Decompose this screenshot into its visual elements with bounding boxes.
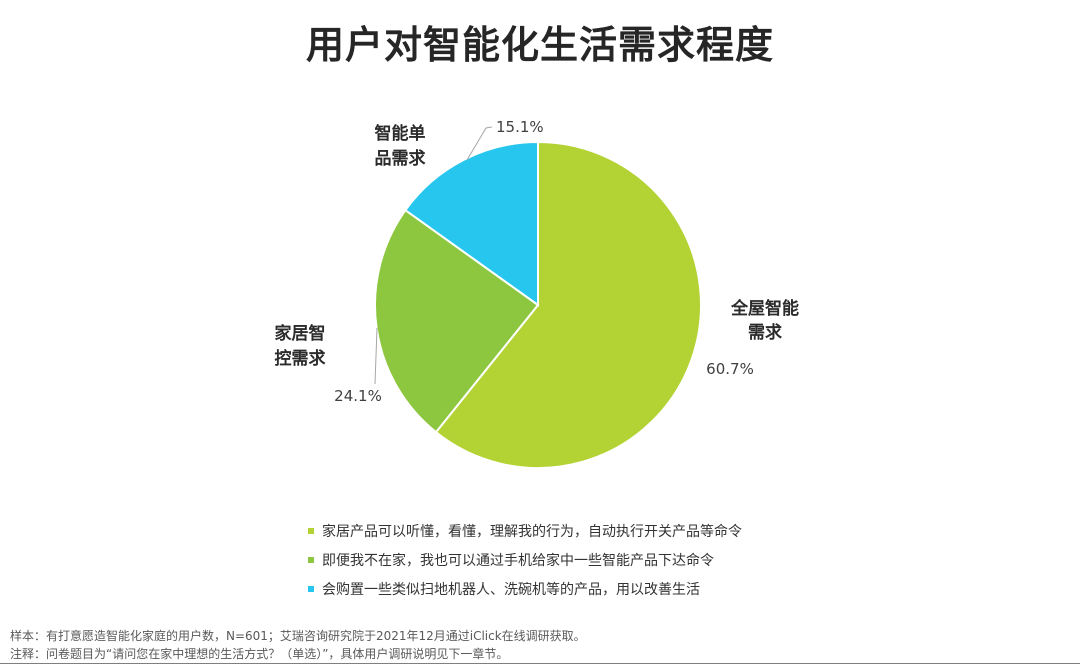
slice-label: 全屋智能 bbox=[730, 298, 799, 319]
legend-item: 会购置一些类似扫地机器人、洗碗机等的产品，用以改善生活 bbox=[308, 574, 742, 603]
pie-slice bbox=[374, 208, 540, 434]
legend-swatch-full-home bbox=[308, 527, 314, 534]
legend-label: 家居产品可以听懂，看懂，理解我的行为，自动执行开关产品等命令 bbox=[322, 523, 742, 540]
slice-label: 智能单 bbox=[375, 123, 426, 144]
slice-label: 品需求 bbox=[375, 148, 426, 169]
legend-item: 即便我不在家，我也可以通过手机给家中一些智能产品下达命令 bbox=[308, 545, 742, 574]
chart-title: 用户对智能化生活需求程度 bbox=[305, 23, 774, 67]
slice-value-label: 60.7% bbox=[706, 360, 754, 378]
legend-swatch-home-control bbox=[308, 556, 314, 563]
legend-label: 会购置一些类似扫地机器人、洗碗机等的产品，用以改善生活 bbox=[322, 581, 700, 598]
legend-label: 即便我不在家，我也可以通过手机给家中一些智能产品下达命令 bbox=[322, 552, 714, 569]
slice-value-label: 24.1% bbox=[334, 387, 382, 405]
pie-slice bbox=[434, 140, 702, 469]
slice-label: 家居智 bbox=[275, 323, 326, 344]
legend: 家居产品可以听懂，看懂，理解我的行为，自动执行开关产品等命令 即便我不在家，我也… bbox=[308, 516, 742, 603]
legend-item: 家居产品可以听懂，看懂，理解我的行为，自动执行开关产品等命令 bbox=[308, 516, 742, 545]
note-footnote: 注释：问卷题目为“请问您在家中理想的生活方式？（单选）”，具体用户调研说明见下一… bbox=[10, 647, 509, 661]
leader-line bbox=[466, 126, 493, 161]
footer-divider bbox=[0, 663, 1080, 664]
sample-footnote: 样本：有打意愿造智能化家庭的用户数，N=601；艾瑞咨询研究院于2021年12月… bbox=[10, 629, 586, 643]
slice-label: 需求 bbox=[748, 322, 782, 343]
slice-value-label: 15.1% bbox=[496, 118, 544, 136]
leader-line bbox=[374, 327, 378, 385]
slice-label: 控需求 bbox=[275, 348, 326, 369]
pie-slice bbox=[404, 140, 539, 307]
legend-swatch-single-product bbox=[308, 585, 314, 592]
